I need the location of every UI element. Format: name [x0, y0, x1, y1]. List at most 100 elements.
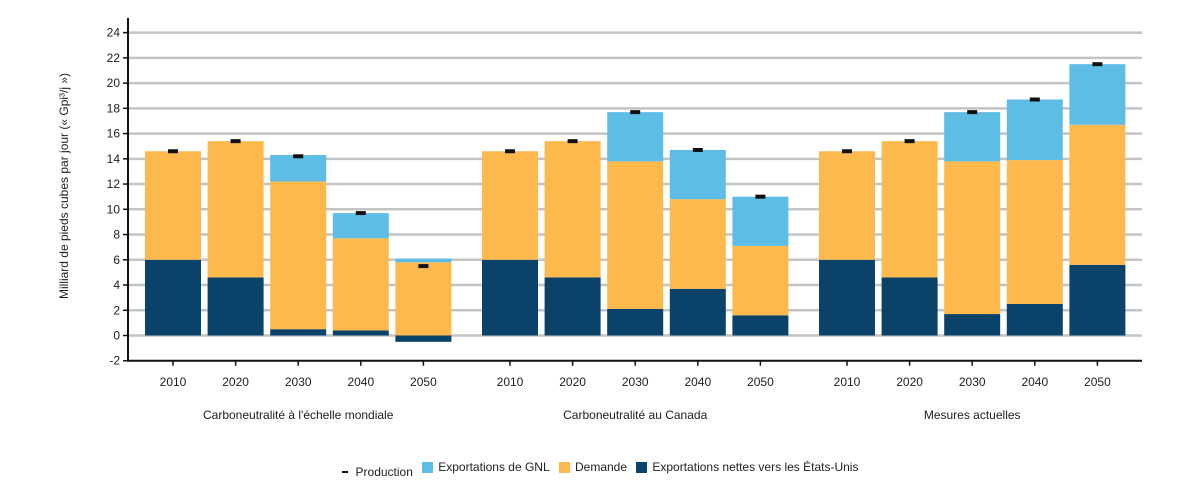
x-tick-label: 2050	[1084, 375, 1111, 389]
production-marker	[418, 264, 429, 269]
bar-segment-demande	[270, 181, 327, 330]
bar-segment-demande	[332, 238, 389, 331]
legend-item-us-net-exports: Exportations nettes vers les États-Unis	[636, 460, 858, 474]
bar-segment-exportations-de-gnl	[395, 258, 452, 263]
x-tick-label: 2020	[559, 375, 586, 389]
bar-segment-exportations-nettes-vers-les-tats-unis	[482, 259, 538, 336]
y-tick-label: 14	[107, 152, 121, 166]
y-tick-label: 24	[107, 26, 121, 40]
production-marker	[168, 149, 178, 154]
x-tick-label: 2010	[160, 375, 187, 389]
x-tick-label: 2010	[834, 375, 861, 389]
bar-segment-demande	[544, 141, 601, 278]
bar-segment-exportations-de-gnl	[1069, 64, 1126, 125]
legend-label: Exportations de GNL	[438, 460, 550, 474]
bar-segment-exportations-nettes-vers-les-tats-unis	[944, 314, 1001, 336]
production-marker	[1092, 62, 1103, 67]
bar-segment-exportations-nettes-vers-les-tats-unis	[544, 277, 601, 336]
y-tick-label: -2	[109, 354, 120, 368]
bar-segment-exportations-nettes-vers-les-tats-unis	[1069, 264, 1126, 336]
bar-segment-demande	[881, 141, 938, 278]
y-tick-label: 2	[113, 303, 120, 317]
x-tick-label: 2040	[347, 375, 374, 389]
bar-segment-demande	[1006, 160, 1063, 304]
x-tick-label: 2030	[622, 375, 649, 389]
bar-segment-exportations-nettes-vers-les-tats-unis	[819, 259, 875, 336]
production-marker	[755, 194, 766, 199]
bar-segment-demande	[145, 151, 201, 260]
y-tick-label: 8	[113, 228, 120, 242]
x-axis-ticks: 2010 2020 2030 2040 2050 2010 2020 2030 2040 2050…	[160, 360, 1111, 389]
x-tick-label: 2020	[222, 375, 249, 389]
legend-label: Exportations nettes vers les États-Unis	[652, 460, 859, 474]
bar-segment-demande	[607, 161, 664, 309]
production-marker	[355, 211, 366, 216]
bar-segment-exportations-nettes-vers-les-tats-unis	[881, 277, 938, 336]
bar-segment-exportations-de-gnl	[944, 112, 1001, 162]
lng-swatch-icon	[422, 461, 434, 473]
y-tick-label: 20	[107, 76, 121, 90]
x-tick-label: 2050	[747, 375, 774, 389]
bar-segment-demande	[944, 161, 1001, 315]
bar-segment-demande	[1069, 124, 1126, 265]
production-marker	[567, 139, 578, 144]
y-tick-label: 10	[107, 202, 121, 216]
group-label: Carboneutralité au Canada	[563, 408, 707, 422]
x-tick-label: 2010	[497, 375, 524, 389]
production-marker	[293, 154, 304, 159]
bar-segment-exportations-nettes-vers-les-tats-unis	[395, 335, 452, 342]
x-tick-label: 2040	[684, 375, 711, 389]
y-tick-label: 6	[113, 253, 120, 267]
x-tick-label: 2020	[896, 375, 923, 389]
production-marker	[230, 139, 241, 144]
bar-segment-exportations-nettes-vers-les-tats-unis	[1006, 303, 1063, 336]
bars	[145, 62, 1126, 342]
legend-item-demand: Demande	[559, 460, 627, 474]
production-marker	[904, 139, 915, 144]
production-marker	[1029, 97, 1040, 102]
y-tick-label: 12	[107, 177, 121, 191]
production-marker	[630, 110, 641, 115]
bar-segment-demande	[395, 262, 452, 336]
production-marker	[692, 147, 703, 152]
legend: Production Exportations de GNL Demande E…	[0, 460, 1200, 479]
bar-segment-exportations-de-gnl	[332, 213, 389, 239]
bar-segment-demande	[732, 245, 789, 316]
bar-segment-demande	[669, 199, 726, 289]
group-labels: Carboneutralité à l'échelle mondiale Carb…	[203, 408, 1021, 422]
bar-segment-exportations-de-gnl	[607, 112, 664, 162]
production-dash-icon	[341, 470, 348, 473]
x-tick-label: 2040	[1021, 375, 1048, 389]
y-tick-label: 0	[113, 329, 120, 343]
legend-item-production: Production	[341, 465, 413, 479]
bar-segment-exportations-de-gnl	[732, 196, 789, 246]
legend-item-lng-exports: Exportations de GNL	[422, 460, 550, 474]
bar-segment-exportations-de-gnl	[270, 155, 327, 182]
production-marker	[505, 149, 515, 154]
y-tick-label: 4	[113, 278, 120, 292]
bar-segment-exportations-nettes-vers-les-tats-unis	[145, 259, 201, 336]
y-tick-label: 18	[107, 101, 121, 115]
demand-swatch-icon	[559, 461, 570, 473]
bar-segment-demande	[482, 151, 538, 260]
y-tick-label: 16	[107, 127, 121, 141]
x-tick-label: 2030	[959, 375, 986, 389]
group-label: Mesures actuelles	[924, 408, 1021, 422]
bar-segment-demande	[207, 141, 264, 278]
bar-segment-exportations-nettes-vers-les-tats-unis	[207, 277, 264, 336]
bar-segment-exportations-de-gnl	[1006, 99, 1063, 161]
bar-segment-exportations-nettes-vers-les-tats-unis	[270, 329, 327, 336]
x-tick-label: 2030	[285, 375, 312, 389]
group-label: Carboneutralité à l'échelle mondiale	[203, 408, 394, 422]
bar-segment-exportations-nettes-vers-les-tats-unis	[732, 315, 789, 336]
bar-segment-exportations-nettes-vers-les-tats-unis	[332, 330, 389, 336]
legend-label: Demande	[575, 460, 628, 474]
y-tick-label: 22	[107, 51, 121, 65]
x-tick-label: 2050	[410, 375, 437, 389]
bar-segment-exportations-nettes-vers-les-tats-unis	[607, 308, 664, 336]
bar-segment-exportations-nettes-vers-les-tats-unis	[669, 288, 726, 336]
bar-segment-demande	[819, 151, 875, 260]
y-axis-label: Milliard de pieds cubes par jour (« Gpi³…	[57, 73, 71, 299]
